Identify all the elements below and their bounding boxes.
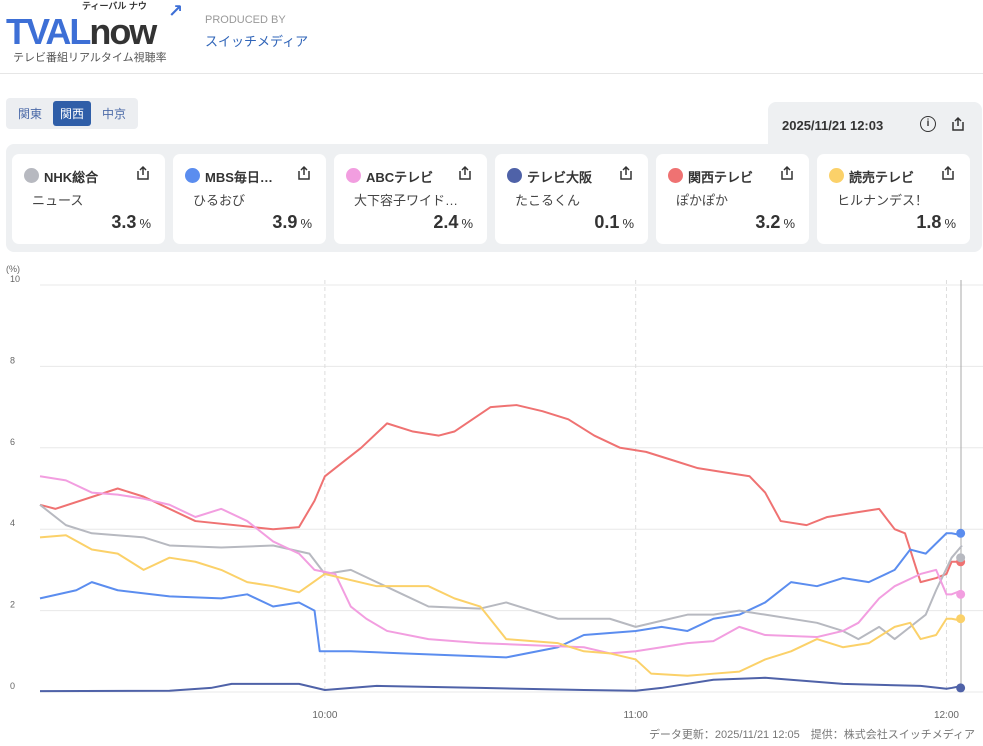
share-icon[interactable] bbox=[950, 116, 966, 132]
program-name: ぽかぽか bbox=[676, 193, 729, 208]
logo-text-now: now bbox=[89, 11, 157, 52]
channel-color-dot bbox=[185, 168, 200, 183]
logo-text: TVAL bbox=[6, 11, 91, 52]
rating-value: 2.4% bbox=[433, 212, 473, 233]
channel-color-dot bbox=[668, 168, 683, 183]
share-icon[interactable] bbox=[618, 165, 634, 181]
series-line bbox=[39, 676, 963, 693]
y-axis-label: (%) bbox=[6, 264, 20, 274]
channel-card[interactable]: 読売テレビ ヒルナンデス！ 1.8% bbox=[817, 154, 970, 244]
channel-color-dot bbox=[24, 168, 39, 183]
logo-wordmark: TVALnow bbox=[6, 11, 157, 52]
rating-number: 1.8 bbox=[916, 212, 942, 232]
channel-color-dot bbox=[346, 168, 361, 183]
channel-name: ABCテレビ bbox=[366, 170, 434, 185]
x-tick-label: 10:00 bbox=[312, 710, 337, 721]
series-marker bbox=[956, 528, 966, 538]
program-name: ひるおび bbox=[193, 193, 246, 208]
series-line bbox=[39, 404, 962, 584]
y-tick-label: 8 bbox=[10, 355, 15, 365]
arrow-up-icon: ↗ bbox=[168, 1, 184, 21]
channel-card[interactable]: テレビ大阪 たこるくん 0.1% bbox=[495, 154, 648, 244]
y-tick-label: 0 bbox=[10, 681, 15, 691]
timestamp-box: 2025/11/21 12:03 i bbox=[768, 102, 982, 152]
rating-unit: % bbox=[622, 216, 634, 231]
y-tick-label: 10 bbox=[10, 274, 20, 284]
channel-name: MBS毎日… bbox=[205, 170, 273, 185]
program-name: たこるくん bbox=[515, 193, 581, 208]
channel-color-dot bbox=[829, 168, 844, 183]
y-tick-label: 4 bbox=[10, 518, 15, 528]
rating-unit: % bbox=[139, 216, 151, 231]
tab-kansai[interactable]: 関西 bbox=[53, 101, 92, 126]
y-tick-label: 2 bbox=[10, 600, 15, 610]
logo-kana: ティーバル ナウ bbox=[82, 1, 147, 11]
header: TVALnow ティーバル ナウ ↗ テレビ番組リアルタイム視聴率 PRODUC… bbox=[0, 0, 983, 74]
producer-link[interactable]: スイッチメディア bbox=[205, 34, 309, 49]
share-icon[interactable] bbox=[296, 165, 312, 181]
channel-name: NHK総合 bbox=[44, 170, 99, 185]
rating-unit: % bbox=[461, 216, 473, 231]
tab-chukyo[interactable]: 中京 bbox=[102, 107, 127, 121]
rating-unit: % bbox=[783, 216, 795, 231]
series-marker bbox=[956, 683, 966, 693]
share-icon[interactable] bbox=[940, 165, 956, 181]
rating-unit: % bbox=[944, 216, 956, 231]
rating-number: 3.2 bbox=[755, 212, 781, 232]
rating-value: 0.1% bbox=[594, 212, 634, 233]
channel-card[interactable]: NHK総合 ニュース 3.3% bbox=[12, 154, 165, 244]
rating-value: 1.8% bbox=[916, 212, 956, 233]
channel-color-dot bbox=[507, 168, 522, 183]
share-icon[interactable] bbox=[779, 165, 795, 181]
series-line bbox=[39, 503, 963, 641]
current-timestamp: 2025/11/21 12:03 bbox=[782, 118, 884, 133]
info-icon[interactable]: i bbox=[920, 116, 936, 132]
rating-number: 2.4 bbox=[433, 212, 459, 232]
footer-note: データ更新：2025/11/21 12:05 提供：株式会社スイッチメディア bbox=[648, 729, 975, 741]
series-line bbox=[39, 532, 963, 659]
share-icon[interactable] bbox=[135, 165, 151, 181]
series-marker bbox=[956, 589, 966, 599]
share-icon[interactable] bbox=[457, 165, 473, 181]
tab-kanto[interactable]: 関東 bbox=[18, 107, 43, 121]
channel-cards: NHK総合 ニュース 3.3% MBS毎日… ひるおび 3.9% ABCテレビ … bbox=[12, 154, 970, 244]
channel-name: 読売テレビ bbox=[849, 170, 915, 185]
channel-card[interactable]: 関西テレビ ぽかぽか 3.2% bbox=[656, 154, 809, 244]
tvalnow-logo[interactable]: TVALnow ティーバル ナウ ↗ テレビ番組リアルタイム視聴率 bbox=[6, 2, 191, 68]
rating-number: 0.1 bbox=[594, 212, 620, 232]
channel-card[interactable]: ABCテレビ 大下容子ワイド… 2.4% bbox=[334, 154, 487, 244]
produced-by-label: PRODUCED BY bbox=[205, 14, 286, 26]
region-tabs: 関東 関西 中京 bbox=[6, 98, 139, 129]
y-tick-label: 6 bbox=[10, 437, 15, 447]
rating-number: 3.9 bbox=[272, 212, 298, 232]
program-name: 大下容子ワイド… bbox=[354, 193, 459, 208]
x-tick-label: 12:00 bbox=[934, 710, 959, 721]
channel-name: テレビ大阪 bbox=[527, 170, 593, 185]
x-tick-label: 11:00 bbox=[624, 710, 649, 721]
series-line bbox=[39, 475, 963, 655]
rating-value: 3.3% bbox=[111, 212, 151, 233]
channel-name: 関西テレビ bbox=[688, 170, 754, 185]
rating-value: 3.2% bbox=[755, 212, 795, 233]
series-line bbox=[39, 534, 963, 677]
rating-number: 3.3 bbox=[111, 212, 137, 232]
program-name: ニュース bbox=[32, 193, 84, 208]
ratings-line-chart: (%) 0 2 4 6 8 10 10:00 11:00 12:00 bbox=[6, 264, 983, 721]
series-marker bbox=[956, 553, 966, 563]
ratings-panel: 2025/11/21 12:03 i NHK総合 ニュース 3.3% MBS毎日… bbox=[6, 102, 982, 252]
rating-unit: % bbox=[300, 216, 312, 231]
program-name: ヒルナンデス！ bbox=[837, 193, 929, 208]
rating-value: 3.9% bbox=[272, 212, 312, 233]
series-marker bbox=[956, 614, 966, 624]
channel-card[interactable]: MBS毎日… ひるおび 3.9% bbox=[173, 154, 326, 244]
logo-subtitle: テレビ番組リアルタイム視聴率 bbox=[13, 52, 167, 64]
